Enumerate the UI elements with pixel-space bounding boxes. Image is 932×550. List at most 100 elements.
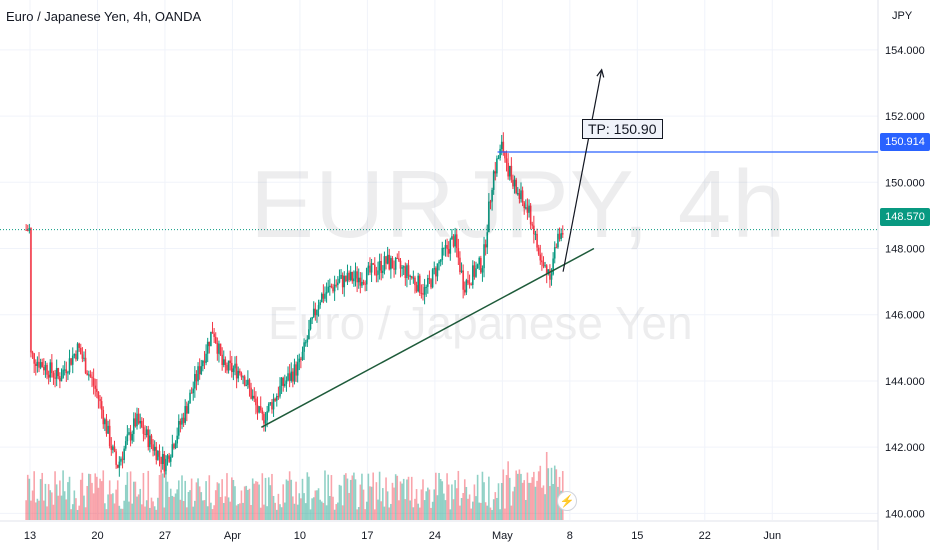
volume-bar (34, 502, 37, 520)
candle-body (197, 366, 199, 382)
volume-bar (348, 492, 350, 520)
candle-body (396, 257, 399, 259)
candle-body (242, 376, 244, 378)
candle-body (449, 239, 452, 254)
candle-body (189, 392, 191, 404)
volume-bar (393, 487, 395, 520)
candle-body (54, 377, 56, 379)
candle-body (49, 362, 52, 378)
volume-bar (425, 491, 428, 520)
volume-bar (177, 480, 180, 520)
candle-body (345, 275, 347, 282)
volume-bar (312, 497, 315, 520)
volume-bar (365, 501, 368, 520)
candle-body (60, 377, 63, 382)
candle-body (36, 361, 39, 367)
candle-body (79, 347, 82, 355)
volume-bar (211, 509, 214, 520)
take-profit-label[interactable]: TP: 150.90 (582, 119, 663, 139)
candle-body (240, 373, 243, 378)
volume-bar (468, 494, 471, 520)
candle-body (533, 225, 535, 235)
volume-bar (137, 494, 140, 520)
volume-bar (104, 503, 106, 520)
candle-body (259, 406, 262, 411)
volume-bar (332, 496, 334, 520)
candle-body (203, 360, 206, 363)
candle-body (348, 272, 350, 280)
candle-body (213, 333, 215, 337)
candle-body (71, 355, 74, 365)
volume-bar (418, 507, 421, 520)
volume-bar (161, 473, 164, 520)
candle-body (480, 257, 482, 273)
volume-bar (296, 504, 299, 520)
volume-bar (292, 496, 294, 520)
volume-bar (515, 470, 517, 520)
volume-bar (142, 473, 145, 520)
volume-bar (57, 495, 60, 520)
candle-body (507, 162, 509, 177)
volume-bar (451, 484, 453, 520)
candle-body (454, 234, 456, 247)
candle-body (317, 305, 320, 310)
candle-body (198, 366, 201, 375)
candle-body (279, 385, 281, 397)
volume-bar (383, 506, 386, 520)
volume-bar (537, 471, 540, 520)
candle-body (295, 364, 297, 376)
candle-body (272, 398, 275, 410)
volume-bar (152, 501, 154, 520)
candle-body (338, 278, 341, 283)
candle-body (274, 398, 276, 401)
volume-bar (264, 477, 267, 520)
candle-body (552, 258, 554, 275)
candle-body (166, 455, 169, 459)
volume-bar (107, 494, 109, 520)
candle-body (488, 201, 490, 233)
volume-bar (70, 509, 72, 520)
candle-body (253, 395, 256, 399)
candle-body (163, 454, 166, 472)
candle-body (536, 233, 538, 248)
candle-body (354, 271, 357, 279)
candle-body (377, 270, 379, 275)
volume-bar (298, 493, 301, 520)
volume-bar (354, 479, 357, 520)
candle-body (194, 374, 196, 389)
candle-body (468, 283, 471, 285)
volume-bar (141, 504, 143, 520)
volume-bar (38, 500, 40, 520)
candle-body (329, 285, 331, 287)
volume-bar (427, 487, 429, 520)
volume-bar (470, 508, 472, 520)
volume-bar (210, 502, 212, 520)
volume-bar (504, 508, 506, 520)
candle-body (391, 258, 394, 269)
volume-bar (39, 479, 42, 520)
volume-bar (372, 472, 374, 520)
candle-body (145, 429, 148, 435)
candle-body (451, 236, 453, 240)
candle-body (284, 383, 286, 386)
volume-bar (443, 493, 445, 520)
volume-bar (457, 470, 460, 520)
candle-body (382, 270, 384, 273)
candle-body (112, 446, 114, 450)
lightning-bolt-icon[interactable]: ⚡ (557, 491, 577, 511)
candle-body (300, 358, 302, 360)
candle-body (275, 396, 278, 401)
candle-body (68, 358, 71, 373)
volume-bar (439, 479, 442, 520)
candle-body (455, 234, 458, 249)
volume-bar (128, 501, 130, 520)
candle-body (267, 403, 270, 412)
volume-bar (492, 499, 495, 520)
candle-body (471, 265, 474, 286)
candle-body (129, 432, 132, 441)
candle-body (84, 357, 87, 374)
volume-bar (398, 500, 400, 520)
volume-bar (462, 493, 464, 520)
candle-body (141, 420, 143, 428)
